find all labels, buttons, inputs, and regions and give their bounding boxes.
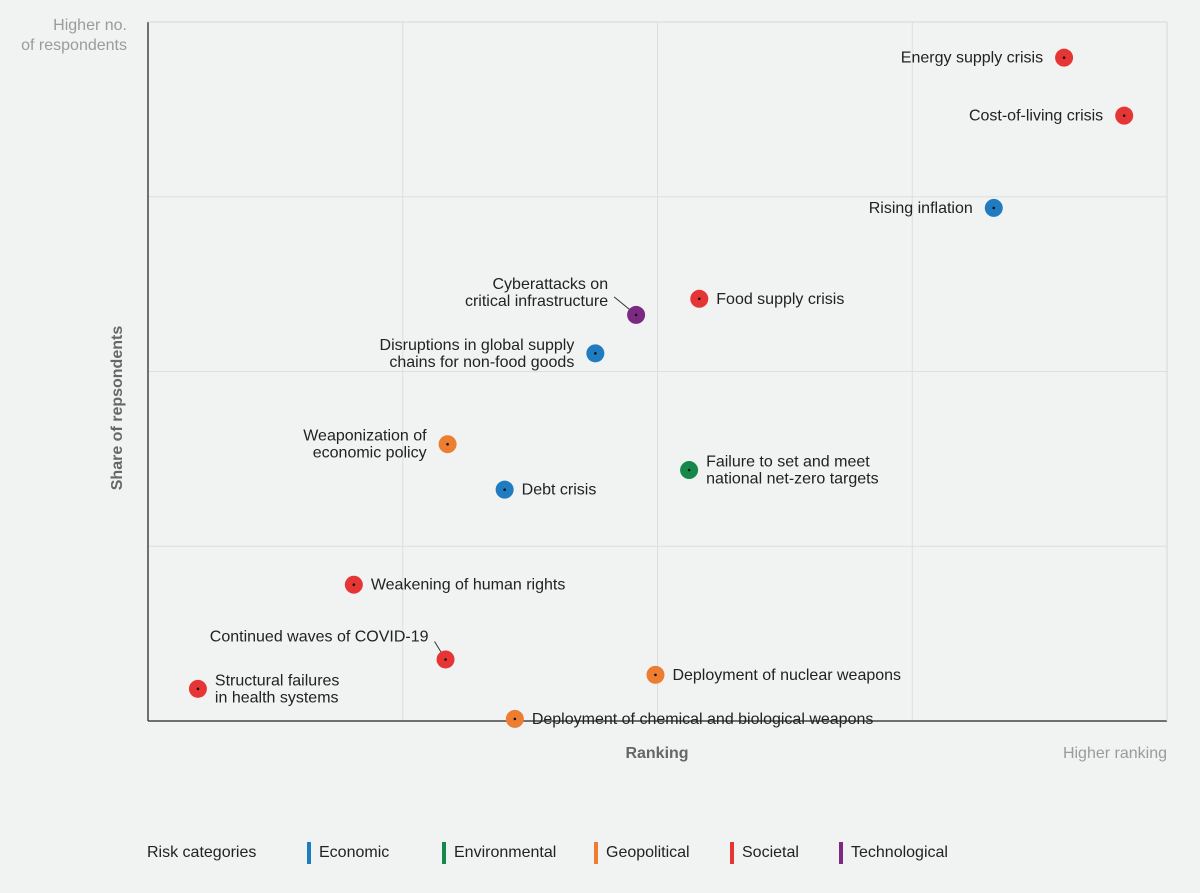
weaponization-of-economic-policy-label: Weaponization of economic policy [303,427,427,461]
food-supply-crisis-label-line: Food supply crisis [716,290,844,307]
cyberattacks-on-critical-infrastructure-label-line: Cyberattacks on [492,275,608,292]
weakening-of-human-rights-label-line: Weakening of human rights [371,576,565,593]
disruptions-in-global-supply-chains-for-non-food-goods-point-center [594,352,597,355]
legend-label-technological: Technological [851,844,948,861]
deployment-of-nuclear-weapons-label: Deployment of nuclear weapons [672,666,901,683]
cost-of-living-crisis-point-center [1122,114,1126,117]
legend-swatch-geopolitical [594,842,598,864]
continued-waves-of-covid-19-label: Continued waves of COVID-19 [210,628,429,645]
energy-supply-crisis-point-center [1062,56,1066,59]
cost-of-living-crisis-label-line: Cost-of-living crisis [969,107,1103,124]
legend-swatch-technological [839,842,843,864]
failure-to-set-and-meet-national-net-zero-targets-label-line: national net-zero targets [706,470,879,487]
rising-inflation-label-line: Rising inflation [869,199,973,216]
disruptions-in-global-supply-chains-for-non-food-goods-label: Disruptions in global supply chains for n… [380,336,575,370]
energy-supply-crisis-label: Energy supply crisis [901,49,1043,66]
failure-to-set-and-meet-national-net-zero-targets-point-center [687,468,691,472]
continued-waves-of-covid-19-point-center [444,658,447,661]
cyberattacks-on-critical-infrastructure-point-center [634,313,638,317]
deployment-of-chemical-and-biological-weapons-label: Deployment of chemical and biological we… [532,710,874,727]
y-axis-title: Share of repsondents [109,325,126,491]
x-axis-title: Ranking [625,745,689,762]
legend-swatch-environmental [442,842,446,864]
debt-crisis-point-center [503,488,506,491]
legend-label-geopolitical: Geopolitical [606,844,690,861]
legend-swatch-economic [307,842,311,864]
y-axis-high-note-line-2: of respondents [21,37,127,54]
deployment-of-nuclear-weapons-point-center [654,673,657,677]
weaponization-of-economic-policy-label-line: economic policy [313,444,427,461]
deployment-of-chemical-and-biological-weapons-point-center [513,717,517,721]
structural-failures-in-health-systems-point-center [196,687,200,691]
y-axis-high-note: Higher no. of respondents [21,16,127,56]
structural-failures-in-health-systems-label-line: in health systems [215,689,339,706]
rising-inflation-point-center [992,206,996,210]
legend-label-societal: Societal [742,844,799,861]
debt-crisis-label: Debt crisis [522,481,597,498]
rising-inflation-label: Rising inflation [869,199,973,216]
cyberattacks-on-critical-infrastructure-label: Cyberattacks on critical infrastructure [465,275,608,309]
legend-label-environmental: Environmental [454,844,557,861]
food-supply-crisis-point-center [697,297,701,301]
x-axis-high-note: Higher ranking [1062,745,1167,762]
energy-supply-crisis-label-line: Energy supply crisis [901,49,1043,66]
cost-of-living-crisis-label: Cost-of-living crisis [969,107,1103,124]
food-supply-crisis-label: Food supply crisis [716,290,844,307]
weakening-of-human-rights-label: Weakening of human rights [371,576,565,593]
weaponization-of-economic-policy-label-line: Weaponization of [303,427,427,444]
y-axis-high-note-line-1: Higher no. [53,17,127,34]
legend-title: Risk categories [147,844,257,861]
failure-to-set-and-meet-national-net-zero-targets-label: Failure to set and meet national net-zero… [706,453,879,487]
legend-swatch-societal [730,842,734,864]
failure-to-set-and-meet-national-net-zero-targets-label-line: Failure to set and meet [706,453,870,470]
structural-failures-in-health-systems-label: Structural failures in health systems [215,672,340,706]
weaponization-of-economic-policy-point-center [446,442,449,446]
continued-waves-of-covid-19-label-line: Continued waves of COVID-19 [210,628,429,645]
legend-label-economic: Economic [319,844,390,861]
structural-failures-in-health-systems-label-line: Structural failures [215,672,340,689]
debt-crisis-label-line: Debt crisis [522,481,597,498]
weakening-of-human-rights-point-center [352,583,356,586]
cyberattacks-on-critical-infrastructure-label-line: critical infrastructure [465,292,608,309]
disruptions-in-global-supply-chains-for-non-food-goods-label-line: chains for non-food goods [389,353,574,370]
deployment-of-nuclear-weapons-label-line: Deployment of nuclear weapons [672,666,901,683]
disruptions-in-global-supply-chains-for-non-food-goods-label-line: Disruptions in global supply [380,336,575,353]
deployment-of-chemical-and-biological-weapons-label-line: Deployment of chemical and biological we… [532,710,874,727]
